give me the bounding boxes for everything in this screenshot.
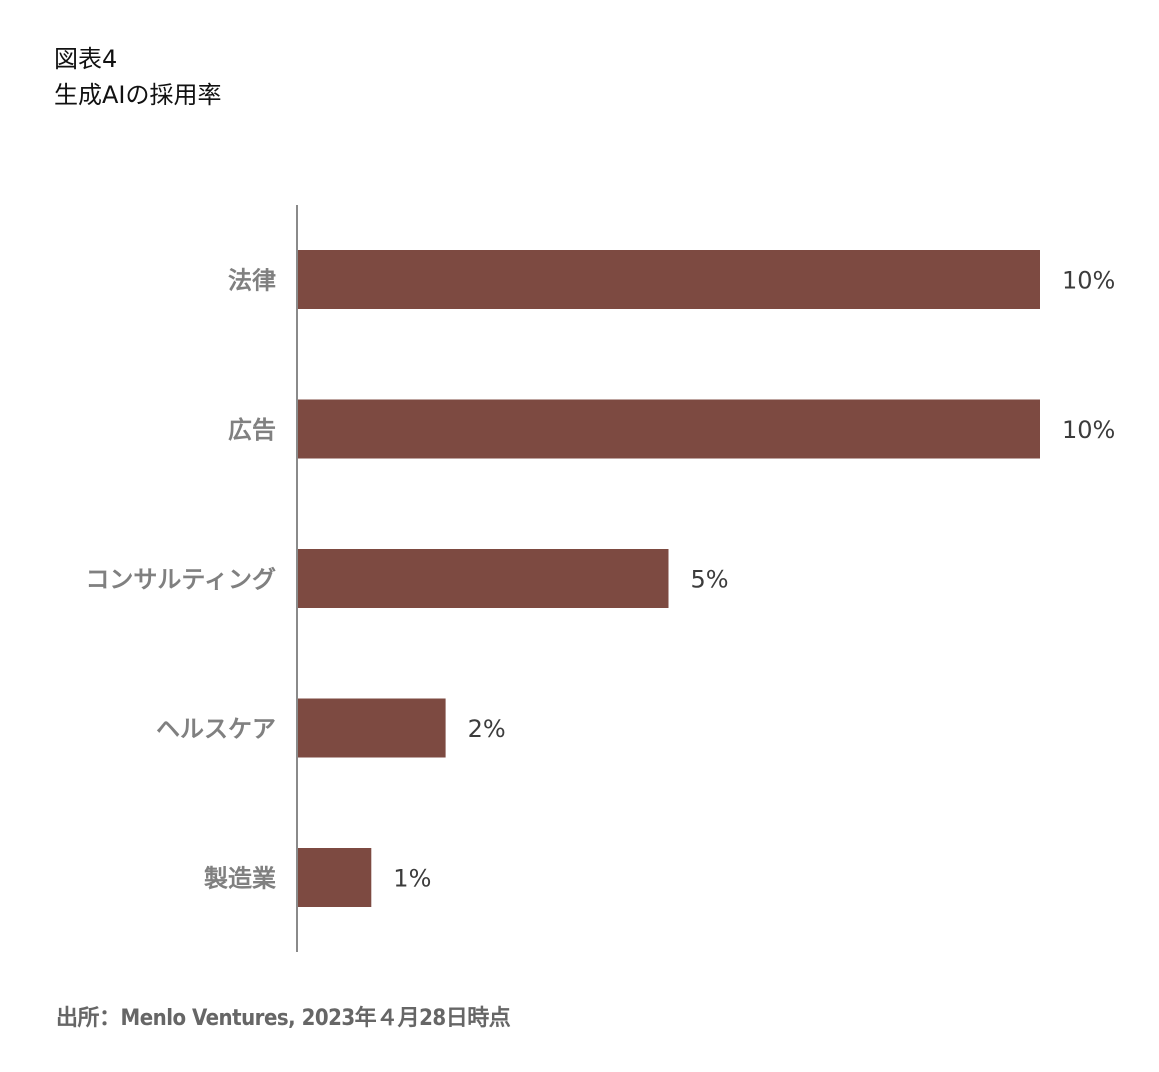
value-label: 2% (468, 715, 506, 743)
bars-layer: 法律 10% 広告 10% コンサルティング 5% ヘルスケア 2% 製造業 1% (85, 250, 1115, 907)
bar-3 (297, 549, 669, 608)
category-label: 広告 (228, 416, 276, 444)
category-label: 法律 (228, 267, 276, 295)
bar-1 (297, 250, 1040, 309)
value-label: 5% (691, 566, 729, 594)
bar-5 (297, 848, 372, 907)
value-label: 1% (393, 865, 431, 893)
figure-number: 図表4 (54, 45, 118, 73)
value-label: 10% (1062, 416, 1115, 444)
bar-chart: 法律 10% 広告 10% コンサルティング 5% ヘルスケア 2% 製造業 1% (85, 205, 1115, 952)
bar-2 (297, 399, 1040, 459)
chart-title: 生成AIの採用率 (54, 81, 222, 109)
category-label: 製造業 (204, 865, 276, 893)
value-label: 10% (1062, 267, 1115, 295)
category-label: コンサルティング (85, 566, 276, 594)
source-note: 出所：Menlo Ventures, 2023年４月28日時点 (56, 1006, 511, 1031)
bar-4 (297, 698, 446, 758)
category-label: ヘルスケア (156, 715, 276, 743)
